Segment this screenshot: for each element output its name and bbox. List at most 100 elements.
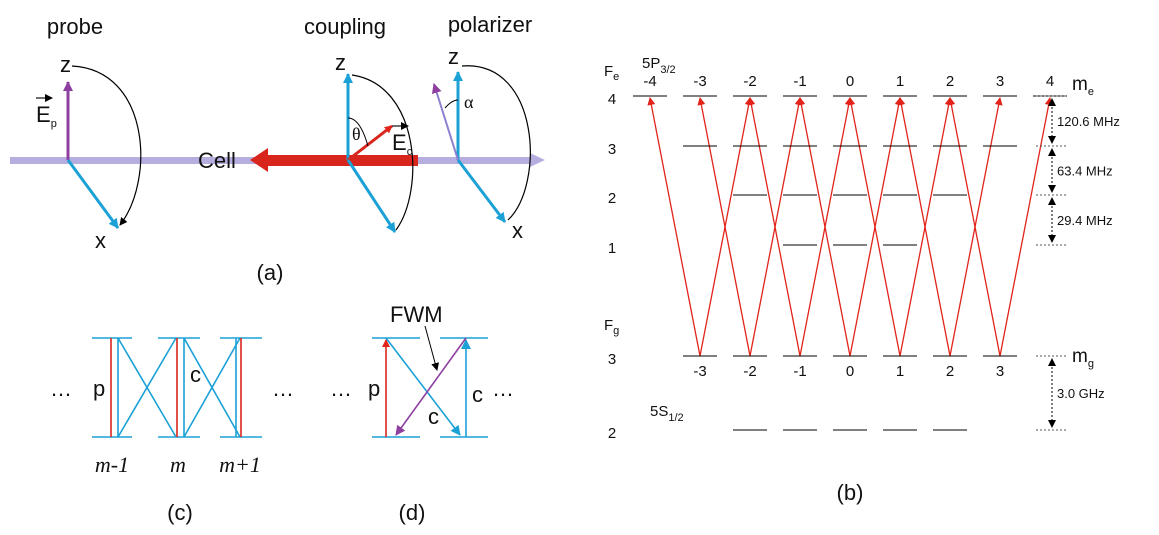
label: me — [1072, 74, 1094, 98]
coupling-field — [347, 124, 393, 162]
splitting-label: 3.0 GHz — [1057, 386, 1105, 401]
field-label: Ep — [36, 102, 57, 130]
m-label: 3 — [996, 363, 1004, 380]
transition — [183, 337, 241, 438]
splitting-label: 63.4 MHz — [1057, 164, 1113, 179]
transition — [747, 97, 801, 357]
ellipsis: … — [330, 376, 352, 401]
panel-label: (a) — [257, 260, 284, 285]
polarizer-axis — [431, 83, 459, 161]
rotation-arc — [351, 74, 414, 231]
transition — [847, 97, 901, 357]
beam-head — [530, 153, 545, 167]
label-sub: e — [1088, 86, 1094, 98]
label-sub: 1/2 — [668, 412, 683, 424]
m-label: -4 — [643, 73, 656, 90]
m-label: 3 — [996, 73, 1004, 90]
ellipsis: … — [50, 376, 72, 401]
splitting-label: 120.6 MHz — [1057, 114, 1120, 129]
m-label: -1 — [793, 363, 806, 380]
rotation-arc — [71, 65, 142, 226]
label-sub: g — [1088, 358, 1094, 370]
level-label: 3 — [608, 141, 616, 158]
m-label: 2 — [946, 73, 954, 90]
x-axis — [456, 159, 507, 223]
label-sub: g — [613, 325, 619, 337]
panel-label: (d) — [399, 500, 426, 525]
axis-label: x — [95, 228, 106, 253]
pointer — [424, 325, 440, 371]
ellipsis: … — [492, 376, 514, 401]
m-label: 0 — [846, 73, 854, 90]
m-label: 1 — [896, 73, 904, 90]
panel-a: probe coupling polarizer z x z z x Ep Ec… — [10, 12, 545, 285]
label: m+1 — [219, 452, 261, 477]
label-main: m — [1072, 74, 1088, 95]
label: Cell — [198, 148, 236, 173]
panel-c: … p c … m-1 m m+1 (c) — [50, 337, 294, 525]
label: Fg — [604, 317, 619, 337]
label: probe — [47, 14, 103, 39]
field-label-sub: c — [407, 146, 413, 158]
field-label-main: E — [392, 130, 407, 155]
panel-label: (b) — [837, 480, 864, 505]
panel-label: (c) — [167, 500, 193, 525]
transition — [897, 97, 951, 357]
label: mg — [1072, 346, 1094, 370]
label: c — [428, 404, 439, 429]
label-main: F — [604, 63, 613, 80]
level-label: 1 — [608, 240, 616, 257]
m-label: -3 — [693, 73, 706, 90]
x-axis — [346, 159, 397, 233]
transition — [647, 97, 701, 357]
transition — [697, 97, 751, 357]
m-label: -1 — [793, 73, 806, 90]
level-label: 3 — [608, 351, 616, 368]
transition — [797, 97, 851, 357]
axis-label: z — [448, 44, 459, 69]
label: p — [368, 376, 380, 401]
label-main: F — [604, 317, 613, 334]
coupling-beam — [265, 155, 418, 166]
coupling-beam-head — [250, 148, 268, 172]
angle-label: θ — [352, 124, 361, 144]
label: coupling — [304, 14, 386, 39]
transition — [117, 337, 177, 438]
m-label: -2 — [743, 363, 756, 380]
ellipsis: … — [272, 376, 294, 401]
label: polarizer — [448, 12, 532, 37]
axis-label: z — [335, 50, 346, 75]
coupling-transition — [385, 337, 461, 436]
fwm-transition — [395, 337, 467, 436]
level-label: 2 — [608, 425, 616, 442]
field-label-sub: p — [51, 118, 57, 130]
m-label: -3 — [693, 363, 706, 380]
label-sub: e — [613, 71, 619, 83]
m-label: 1 — [896, 363, 904, 380]
level-label: 2 — [608, 190, 616, 207]
label: c — [190, 362, 201, 387]
m-label: 0 — [846, 363, 854, 380]
label: 5S1/2 — [650, 403, 684, 424]
label: m — [170, 452, 186, 477]
level-label: 4 — [608, 91, 616, 108]
angle-label: α — [464, 92, 474, 112]
axis-label: x — [512, 218, 523, 243]
field-label-main: E — [36, 102, 51, 127]
label: FWM — [390, 302, 443, 327]
panel-d: FWM … p c c … (d) — [330, 302, 514, 525]
label-sub: 3/2 — [660, 64, 675, 76]
label: 5P3/2 — [642, 55, 676, 76]
angle-arc — [444, 99, 459, 109]
splitting-label: 29.4 MHz — [1057, 213, 1113, 228]
axis-label: z — [60, 52, 71, 77]
label: c — [472, 382, 483, 407]
m-label: 2 — [946, 363, 954, 380]
m-label: -2 — [743, 73, 756, 90]
label-main: 5P — [642, 55, 660, 72]
x-axis — [66, 159, 120, 229]
label-main: 5S — [650, 403, 668, 420]
rotation-arc — [461, 65, 531, 221]
field-label: Ec — [392, 130, 413, 158]
